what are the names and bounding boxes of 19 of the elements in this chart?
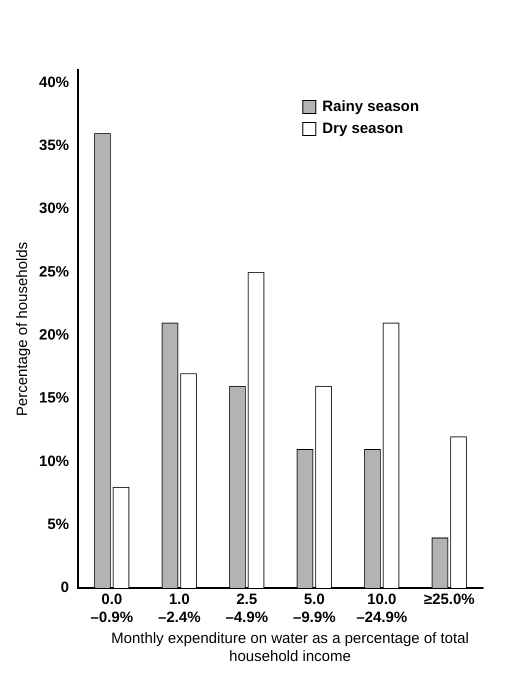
- y-tick-label: 40%: [38, 74, 70, 91]
- y-axis-title: Percentage of households: [14, 242, 32, 416]
- x-tick-label: 10.0 –24.9%: [356, 591, 408, 626]
- y-tick-label: 20%: [38, 326, 70, 344]
- x-tick-label: 1.0 –2.4%: [158, 591, 201, 626]
- y-tick-label: 5%: [47, 516, 70, 533]
- x-tick-label: ≥25.0%: [424, 591, 475, 608]
- legend-label: Dry season: [322, 120, 404, 138]
- x-tick-label: 5.0 –9.9%: [292, 591, 336, 626]
- x-axis-title: Monthly expenditure on water as a percentage of total household income: [110, 630, 470, 666]
- y-tick-label: 10%: [38, 452, 70, 470]
- y-tick-label: 35%: [38, 136, 70, 154]
- legend-label: Rainy season: [322, 98, 420, 116]
- x-tick-label: 2.5 –4.9%: [225, 591, 268, 626]
- y-tick-label: 15%: [38, 390, 70, 407]
- y-tick-label: 0: [60, 579, 70, 596]
- y-tick-label: 25%: [38, 263, 70, 280]
- x-tick-label: 0.0 –0.9%: [90, 591, 134, 626]
- y-tick-label: 30%: [38, 200, 70, 218]
